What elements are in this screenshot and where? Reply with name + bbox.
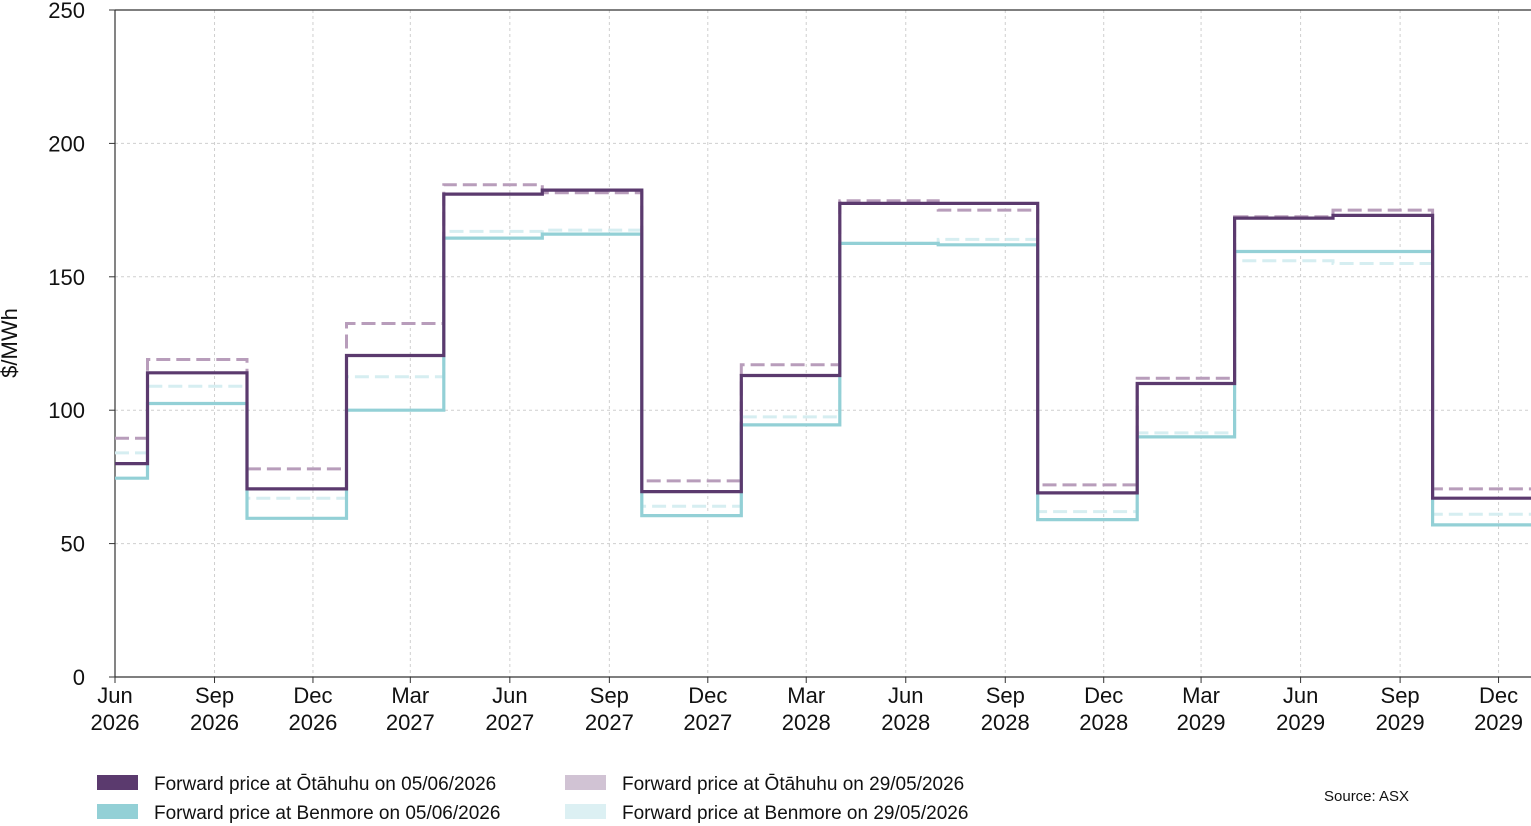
x-tick-label: Mar 2027	[386, 683, 435, 735]
y-tick-label: 250	[48, 0, 85, 23]
x-tick-label: Dec 2026	[288, 683, 337, 735]
legend-swatch	[97, 804, 138, 819]
y-tick-label: 100	[48, 398, 85, 423]
series-line-3	[115, 188, 1531, 500]
series-line-2	[115, 232, 1531, 527]
legend-label: Forward price at Ōtāhuhu on 05/06/2026	[154, 774, 496, 795]
x-tick-label: Sep 2026	[190, 683, 239, 735]
legend-swatch	[97, 775, 138, 790]
x-tick-labels: Jun 2026 Sep 2026 Dec 2026 Mar 2027 Jun 2027 Sep 20…	[91, 683, 1524, 735]
y-axis-label: $/MWh	[0, 308, 22, 378]
legend-label: Forward price at Ōtāhuhu on 29/05/2026	[622, 774, 964, 795]
x-tick-label: Mar 2029	[1177, 683, 1226, 735]
x-tick-label: Jun 2026	[91, 683, 140, 735]
x-tick-label: Mar 2028	[782, 683, 831, 735]
legend: Forward price at Ōtāhuhu on 05/06/2026 Fo…	[97, 774, 968, 824]
x-tick-label: Dec 2028	[1079, 683, 1128, 735]
x-tick-label: Jun 2029	[1276, 683, 1325, 735]
grid-lines	[114, 9, 1531, 678]
legend-swatch	[565, 775, 606, 790]
legend-label: Forward price at Benmore on 29/05/2026	[622, 803, 968, 824]
x-tick-label: Jun 2028	[881, 683, 930, 735]
y-tick-label: 0	[73, 665, 85, 690]
x-tick-label: Sep 2027	[585, 683, 634, 735]
axes	[109, 9, 1531, 683]
x-tick-label: Jun 2027	[485, 683, 534, 735]
y-tick-labels: 0 50 100 150 200 250	[48, 0, 85, 690]
source-note: Source: ASX	[1324, 788, 1409, 805]
series-line-1	[115, 183, 1531, 491]
x-tick-label: Sep 2028	[981, 683, 1030, 735]
x-tick-label: Dec 2027	[683, 683, 732, 735]
y-tick-label: 50	[61, 532, 85, 557]
legend-swatch	[565, 804, 606, 819]
y-tick-label: 150	[48, 265, 85, 290]
y-tick-label: 200	[48, 131, 85, 156]
x-tick-label: Sep 2029	[1376, 683, 1425, 735]
series-line-0	[115, 228, 1531, 516]
series-lines	[115, 183, 1531, 527]
legend-label: Forward price at Benmore on 05/06/2026	[154, 803, 500, 824]
x-tick-label: Dec 2029	[1474, 683, 1523, 735]
